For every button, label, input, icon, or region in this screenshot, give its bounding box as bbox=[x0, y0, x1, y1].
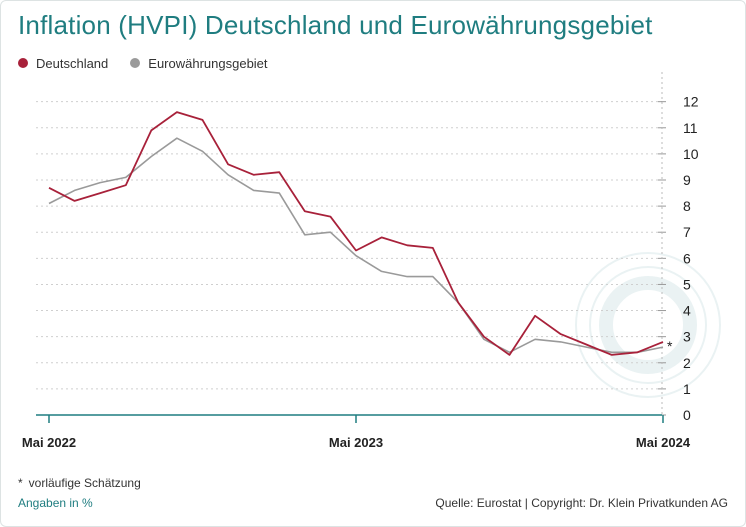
legend-item-deutschland: Deutschland bbox=[18, 56, 108, 71]
y-tick-label: 4 bbox=[683, 303, 691, 319]
y-tick-label: 0 bbox=[683, 407, 691, 423]
chart-title: Inflation (HVPI) Deutschland und Eurowäh… bbox=[18, 10, 653, 40]
legend-swatch-deutschland bbox=[18, 58, 28, 68]
y-tick-label: 5 bbox=[683, 276, 691, 292]
x-tick-label: Mai 2024 bbox=[636, 435, 691, 450]
source-note: Quelle: Eurostat | Copyright: Dr. Klein … bbox=[435, 496, 728, 510]
legend: Deutschland Eurowährungsgebiet bbox=[18, 54, 290, 72]
y-tick-label: 1 bbox=[683, 381, 691, 397]
estimate-marker: * bbox=[667, 338, 673, 354]
x-tick-label: Mai 2023 bbox=[329, 435, 383, 450]
units-note: Angaben in % bbox=[18, 496, 93, 510]
y-tick-label: 10 bbox=[683, 146, 699, 162]
annotations: * bbox=[667, 338, 673, 354]
y-tick-label: 6 bbox=[683, 250, 691, 266]
y-tick-label: 7 bbox=[683, 224, 691, 240]
y-tick-label: 12 bbox=[683, 94, 699, 110]
x-axis: Mai 2022 Mai 2023 Mai 2024 bbox=[22, 414, 691, 450]
y-tick-label: 8 bbox=[683, 198, 691, 214]
grid bbox=[36, 101, 662, 390]
legend-item-eurozone: Eurowährungsgebiet bbox=[130, 55, 268, 71]
x-tick-label: Mai 2022 bbox=[22, 435, 76, 450]
y-tick-label: 9 bbox=[683, 172, 691, 188]
series-line-eurozone bbox=[48, 137, 664, 354]
legend-label-deutschland: Deutschland bbox=[36, 55, 109, 71]
footnote: * vorläufige Schätzung bbox=[18, 476, 141, 490]
series-lines bbox=[48, 111, 664, 356]
y-tick-label: 3 bbox=[683, 329, 691, 345]
y-tick-label: 11 bbox=[683, 120, 698, 136]
footnote-symbol: * bbox=[18, 476, 23, 490]
euro-coin-icon bbox=[575, 252, 721, 398]
y-tick-label: 2 bbox=[683, 355, 691, 371]
legend-label-eurozone: Eurowährungsgebiet bbox=[148, 55, 268, 71]
legend-swatch-eurozone bbox=[130, 58, 141, 68]
footnote-text: vorläufige Schätzung bbox=[28, 476, 141, 490]
series-line-deutschland bbox=[48, 111, 664, 356]
